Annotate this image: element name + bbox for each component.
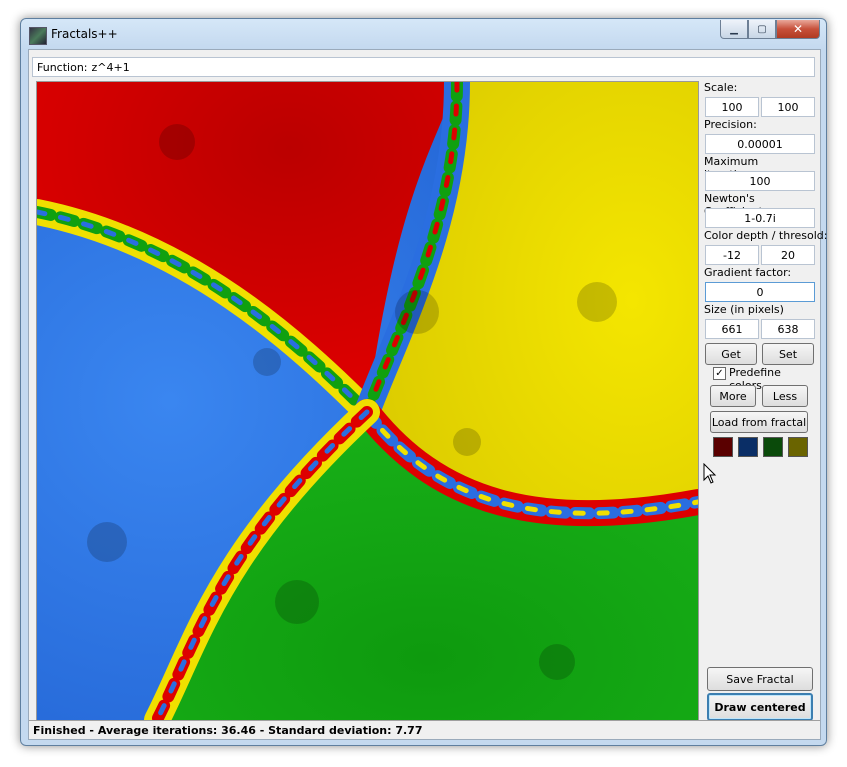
newton-coefficient-field[interactable]: 1-0.7i (705, 208, 815, 228)
size-label: Size (in pixels) (704, 303, 784, 316)
color-depth-field[interactable]: -12 (705, 245, 759, 265)
size-width-field[interactable]: 661 (705, 319, 759, 339)
scale-y-field[interactable]: 100 (761, 97, 815, 117)
color-swatch[interactable] (738, 437, 758, 457)
precision-field[interactable]: 0.00001 (705, 134, 815, 154)
threshold-field[interactable]: 20 (761, 245, 815, 265)
status-text: Finished - Average iterations: 36.46 - S… (33, 723, 423, 737)
basin-centers (87, 124, 617, 680)
more-colors-button[interactable]: More (710, 385, 756, 407)
color-swatch[interactable] (713, 437, 733, 457)
size-height-field[interactable]: 638 (761, 319, 815, 339)
gradient-factor-label: Gradient factor: (704, 266, 792, 279)
draw-centered-button[interactable]: Draw centered (707, 693, 813, 721)
color-swatch[interactable] (763, 437, 783, 457)
close-icon[interactable]: ✕ (776, 20, 820, 39)
fractal-boundary (37, 82, 698, 720)
save-fractal-button[interactable]: Save Fractal (707, 667, 813, 691)
window-title: Fractals++ (51, 27, 118, 41)
client-area: Function: z^4+1 (28, 49, 827, 740)
color-swatch[interactable] (788, 437, 808, 457)
fractal-image (37, 82, 698, 720)
load-from-fractal-button[interactable]: Load from fractal (710, 411, 808, 433)
predefine-colors-checkbox[interactable]: ✓ (713, 367, 726, 380)
status-bar: Finished - Average iterations: 36.46 - S… (29, 720, 820, 739)
app-window: Fractals++ ▁ ▢ ✕ Function: z^4+1 (20, 18, 827, 746)
window-controls: ▁ ▢ ✕ (720, 20, 820, 39)
precision-label: Precision: (704, 118, 757, 131)
fractal-canvas[interactable] (36, 81, 699, 721)
get-button[interactable]: Get (705, 343, 757, 365)
function-value[interactable]: z^4+1 (91, 60, 130, 74)
function-input[interactable]: Function: z^4+1 (32, 57, 815, 77)
title-bar[interactable]: Fractals++ ▁ ▢ ✕ (21, 19, 826, 49)
mouse-cursor-icon (703, 463, 717, 484)
less-colors-button[interactable]: Less (762, 385, 808, 407)
scale-label: Scale: (704, 81, 738, 94)
green-basin (157, 412, 698, 720)
color-depth-label: Color depth / thresold: (704, 229, 828, 242)
max-iterations-field[interactable]: 100 (705, 171, 815, 191)
red-basin (37, 82, 457, 412)
gradient-factor-field[interactable]: 0 (705, 282, 815, 302)
maximize-icon[interactable]: ▢ (748, 20, 776, 39)
function-label: Function: (37, 60, 88, 74)
scale-x-field[interactable]: 100 (705, 97, 759, 117)
app-icon (29, 27, 47, 45)
minimize-icon[interactable]: ▁ (720, 20, 748, 39)
set-button[interactable]: Set (762, 343, 814, 365)
